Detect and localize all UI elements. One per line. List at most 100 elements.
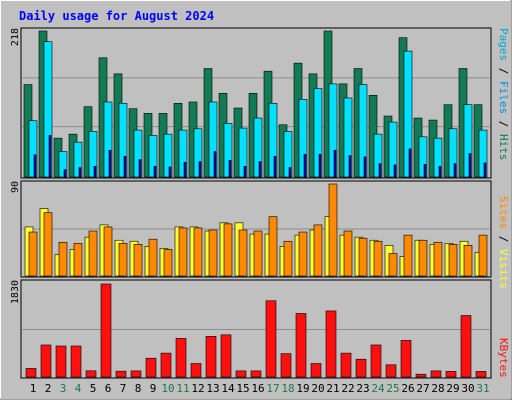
files-bar [313,88,323,178]
x-tick-label: 1 [30,382,37,395]
sites-bar [448,244,458,277]
sites-bar [73,242,83,277]
files-bar [298,99,308,178]
kbytes-bar [325,310,337,378]
pages-bar [393,164,397,178]
right-legend-part: KBytes [497,338,510,378]
pages-bar [48,135,52,178]
pages-bar [78,167,82,178]
sites-bar [178,227,188,277]
x-tick-label: 11 [176,382,189,395]
kbytes-bar [220,334,232,378]
pages-bar [198,161,202,178]
pages-bar [243,165,247,178]
pages-bar [168,166,172,178]
visits-sites-panel: 90 Sites / Visits [10,180,510,289]
pages-bar [33,154,37,178]
kbytes-bar [160,352,172,378]
x-tick-label: 23 [356,382,369,395]
x-tick-label: 9 [150,382,157,395]
kbytes-bar [295,313,307,378]
x-tick-label: 31 [476,382,489,395]
kbytes-bar [25,368,37,378]
pages-bar [138,159,142,178]
pages-bar [408,148,412,178]
files-bar [118,103,128,178]
kbytes-bar [460,315,472,378]
sites-bar [103,226,113,277]
files-bar [403,50,413,178]
pages-bar [153,165,157,178]
kbytes-bar [205,336,217,378]
pages-bar [318,153,322,178]
kbytes-bar [85,370,97,378]
x-tick-label: 2 [45,382,52,395]
files-bar [43,41,53,178]
x-tick-label: 12 [191,382,204,395]
x-tick-label: 17 [266,382,279,395]
kbytes-bar [415,373,427,378]
ymax-label-top: 218 [10,28,21,46]
pages-bar [258,161,262,178]
kbytes-bar [355,358,367,378]
sites-bar [88,230,98,277]
kbytes-bar [280,353,292,378]
files-bar [223,123,233,178]
kbytes-bar [70,345,82,378]
pages-bar [108,149,112,178]
x-tick-label: 19 [296,382,309,395]
right-legend-top: Pages / Files / Hits [497,28,510,161]
kbytes-bar [145,357,157,378]
files-bar [193,128,203,178]
x-tick-label: 8 [135,382,142,395]
kbytes-bar [400,340,412,378]
pages-bar [333,149,337,178]
files-bar [73,141,83,178]
right-legend-part: / [497,61,510,81]
bars-hits-files-pages [23,30,488,178]
x-tick-label: 14 [221,382,235,395]
sites-bar [433,241,443,277]
pages-bar [348,155,352,178]
sites-bar [478,234,488,277]
files-bar [178,129,188,178]
sites-bar [58,241,68,277]
x-tick-label: 26 [401,382,414,395]
kbytes-bar [430,370,442,378]
pages-bar [273,155,277,178]
kbytes-panel: 1830 KBytes [10,279,510,379]
pages-bar [378,163,382,178]
sites-bar [403,234,413,277]
right-legend-part: Files [497,81,510,114]
files-bar [28,120,38,178]
files-bar [148,135,158,178]
files-bar [268,103,278,178]
kbytes-bar [445,371,457,378]
ymax-label-bottom: 1830 [10,280,21,304]
x-tick-label: 6 [105,382,112,395]
x-axis-day-labels: 1 2 3 4 5 6 7 8 9 10 11 12 13 14 15 16 17 18 19 20 21 22 23 24 2… [30,382,490,395]
x-tick-label: 10 [161,382,174,395]
ymax-label-middle: 90 [10,181,21,193]
pages-bar [288,167,292,178]
sites-bar [133,244,143,277]
x-tick-label: 24 [371,382,385,395]
sites-bar [328,183,338,277]
x-tick-label: 30 [461,382,474,395]
x-tick-label: 25 [386,382,399,395]
sites-bar [28,231,38,277]
right-legend-part: / [497,229,510,249]
kbytes-bar [475,371,487,378]
kbytes-bar [55,345,67,378]
kbytes-bar [190,363,202,378]
files-bar [328,83,338,178]
files-bar [58,151,68,178]
x-tick-label: 21 [326,382,339,395]
sites-bar [238,229,248,277]
sites-bar [118,242,128,277]
files-bar [103,101,113,178]
files-bar [253,117,263,178]
kbytes-bar [130,370,142,378]
x-tick-label: 13 [206,382,219,395]
sites-bar [358,237,368,277]
